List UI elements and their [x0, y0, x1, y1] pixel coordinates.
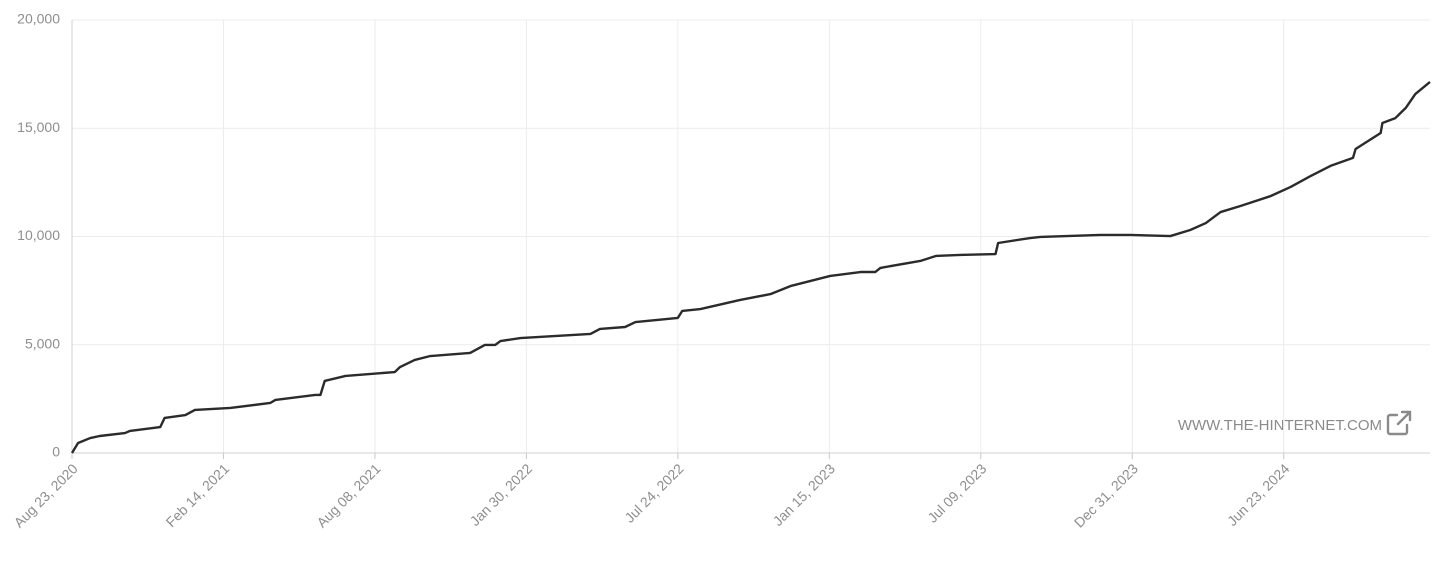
y-tick-label: 0: [52, 444, 60, 460]
y-tick-label: 5,000: [25, 335, 60, 351]
x-tick-label: Aug 08, 2021: [313, 460, 383, 530]
watermark: WWW.THE-HINTERNET.COM: [1178, 417, 1382, 434]
x-tick-label: Jul 09, 2023: [924, 460, 989, 525]
x-tick-label: Aug 23, 2020: [11, 460, 81, 530]
y-tick-label: 20,000: [17, 11, 60, 27]
x-tick-label: Jan 30, 2022: [467, 460, 536, 529]
y-tick-label: 10,000: [17, 227, 60, 243]
y-tick-label: 15,000: [17, 119, 60, 135]
external-link-icon[interactable]: [1386, 410, 1412, 436]
data-line: [70, 80, 1431, 454]
x-tick-label: Feb 14, 2021: [163, 460, 233, 530]
x-tick-label: Jul 24, 2022: [621, 460, 686, 525]
x-tick-label: Dec 31, 2023: [1071, 460, 1141, 530]
x-tick-label: Jun 23, 2024: [1224, 460, 1293, 529]
x-tick-label: Jan 15, 2023: [770, 460, 839, 529]
